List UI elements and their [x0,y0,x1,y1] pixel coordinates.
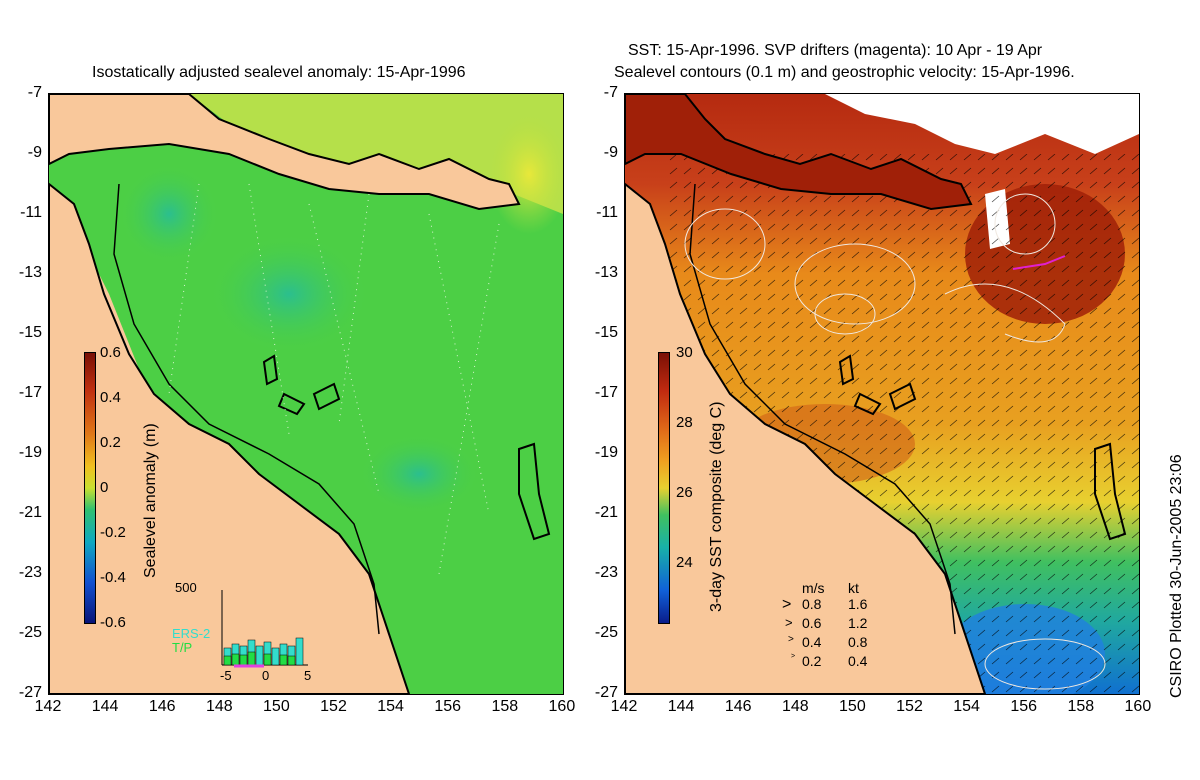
velocity-kt-value: 1.2 [848,615,868,631]
y-tick-label: -21 [18,504,42,521]
histogram-bars [221,590,308,668]
right-panel-title-2: Sealevel contours (0.1 m) and geostrophi… [614,64,1075,81]
x-tick-label: 156 [1010,698,1038,715]
velocity-arrow-icon: > [785,615,793,630]
y-tick-label: -17 [18,384,42,401]
y-tick-label: -11 [20,204,42,221]
histogram-xtick-neg5: -5 [220,668,232,683]
australia-coast [49,182,411,694]
x-tick-label: 154 [377,698,404,715]
y-tick-label: -9 [27,144,42,161]
y-tick-label: -23 [18,564,42,581]
y-tick-label: -13 [18,264,42,281]
sealevel-colorbar-label: Sealevel anomaly (m) [142,423,159,578]
x-tick-label: 144 [91,698,119,715]
x-tick-label: 146 [148,698,176,715]
velocity-kt-value: 1.6 [848,596,868,612]
colorbar-tick-label: 26 [676,484,693,501]
y-tick-label: -7 [27,84,42,101]
x-tick-label: 160 [1124,698,1152,715]
sst-map-graphic [625,94,1139,694]
y-tick-label: -25 [18,624,42,641]
x-tick-label: 146 [724,698,752,715]
sst-colorbar [658,352,670,624]
x-tick-label: 142 [34,698,62,715]
colorbar-tick-label: -0.6 [100,614,126,631]
y-tick-label: -9 [603,144,618,161]
colorbar-tick-label: -0.2 [100,524,126,541]
colorbar-tick-label: 0.6 [100,344,121,361]
x-tick-label: 150 [839,698,866,715]
y-tick-label: -17 [594,384,618,401]
x-tick-label: 156 [434,698,462,715]
velocity-ms-value: 0.4 [802,634,822,650]
drifter-track [1012,255,1066,270]
colorbar-tick-label: 24 [676,554,693,571]
x-tick-label: 152 [896,698,923,715]
histogram-series-ers2: ERS-2 [172,626,211,641]
histogram-xtick-5: 5 [304,668,312,683]
x-tick-label: 152 [320,698,347,715]
velocity-ms-value: 0.6 [802,615,822,631]
x-tick-label: 160 [548,698,576,715]
histogram-ymax: 500 [175,580,197,595]
y-tick-label: -15 [18,324,42,341]
y-tick-label: -27 [594,684,618,701]
velocity-legend-header-ms: m/s [802,580,825,596]
sealevel-colorbar [84,352,96,624]
x-tick-label: 150 [263,698,290,715]
sst-map [624,93,1140,695]
velocity-legend-header-kt: kt [848,580,859,596]
velocity-arrow-icon: > [791,653,796,660]
colorbar-tick-label: 30 [676,344,693,361]
x-tick-label: 142 [610,698,638,715]
sealevel-map-graphic [49,94,563,694]
histogram-xtick-0: 0 [262,668,270,683]
colorbar-tick-label: -0.4 [100,569,126,586]
velocity-kt-value: 0.4 [848,653,868,669]
y-tick-label: -19 [18,444,42,461]
x-tick-label: 144 [667,698,695,715]
left-panel-title: Isostatically adjusted sealevel anomaly:… [92,64,466,81]
x-tick-label: 158 [1067,698,1095,715]
plot-credit: CSIRO Plotted 30-Jun-2005 23:06 [1168,454,1185,698]
colorbar-tick-label: 0.2 [100,434,121,451]
colorbar-tick-label: 0.4 [100,389,121,406]
velocity-legend: m/s kt >0.8 1.6 >0.6 1.2 >0.4 0.8 >0.2 0.4 [778,580,898,670]
altimeter-histogram: 500 ERS-2 T/P -5 0 5 [170,580,315,685]
sst-colorbar-label: 3-day SST composite (deg C) [708,401,725,612]
x-tick-label: 158 [491,698,519,715]
y-tick-label: -23 [594,564,618,581]
x-tick-label: 154 [953,698,980,715]
velocity-ms-value: 0.2 [802,653,822,669]
x-tick-label: 148 [781,698,809,715]
colorbar-tick-label: 28 [676,414,693,431]
right-panel-title-1: SST: 15-Apr-1996. SVP drifters (magenta)… [628,42,1043,59]
x-tick-label: 148 [205,698,233,715]
y-tick-label: -15 [594,324,618,341]
y-tick-label: -25 [594,624,618,641]
colorbar-tick-label: 0 [100,479,109,496]
y-tick-label: -13 [594,264,618,281]
y-tick-label: -21 [594,504,618,521]
velocity-arrow-icon: > [782,596,792,613]
sealevel-map [48,93,564,695]
new-guinea-coast [49,94,521,211]
y-tick-label: -19 [594,444,618,461]
y-tick-label: -7 [603,84,618,101]
y-tick-label: -27 [18,684,42,701]
histogram-series-tp: T/P [172,640,193,655]
y-tick-label: -11 [596,204,618,221]
velocity-kt-value: 0.8 [848,634,868,650]
velocity-arrow-icon: > [788,634,794,645]
velocity-ms-value: 0.8 [802,596,822,612]
